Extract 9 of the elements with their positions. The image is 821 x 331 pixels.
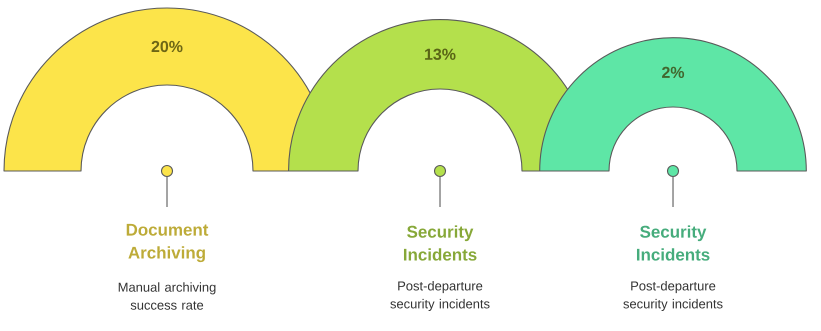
- category-label: Security Incidents: [636, 225, 710, 261]
- category-label: Document Archiving: [126, 224, 208, 262]
- text: Manual archiving success rate: [118, 282, 216, 310]
- text: Post-departure security incidents: [623, 280, 723, 312]
- data-label: 20%: [152, 40, 183, 52]
- data-label: 13%: [425, 48, 456, 60]
- data-label: 2%: [662, 66, 684, 78]
- text: Post-departure security incidents: [390, 280, 490, 312]
- category-label: Security Incidents: [404, 225, 476, 261]
